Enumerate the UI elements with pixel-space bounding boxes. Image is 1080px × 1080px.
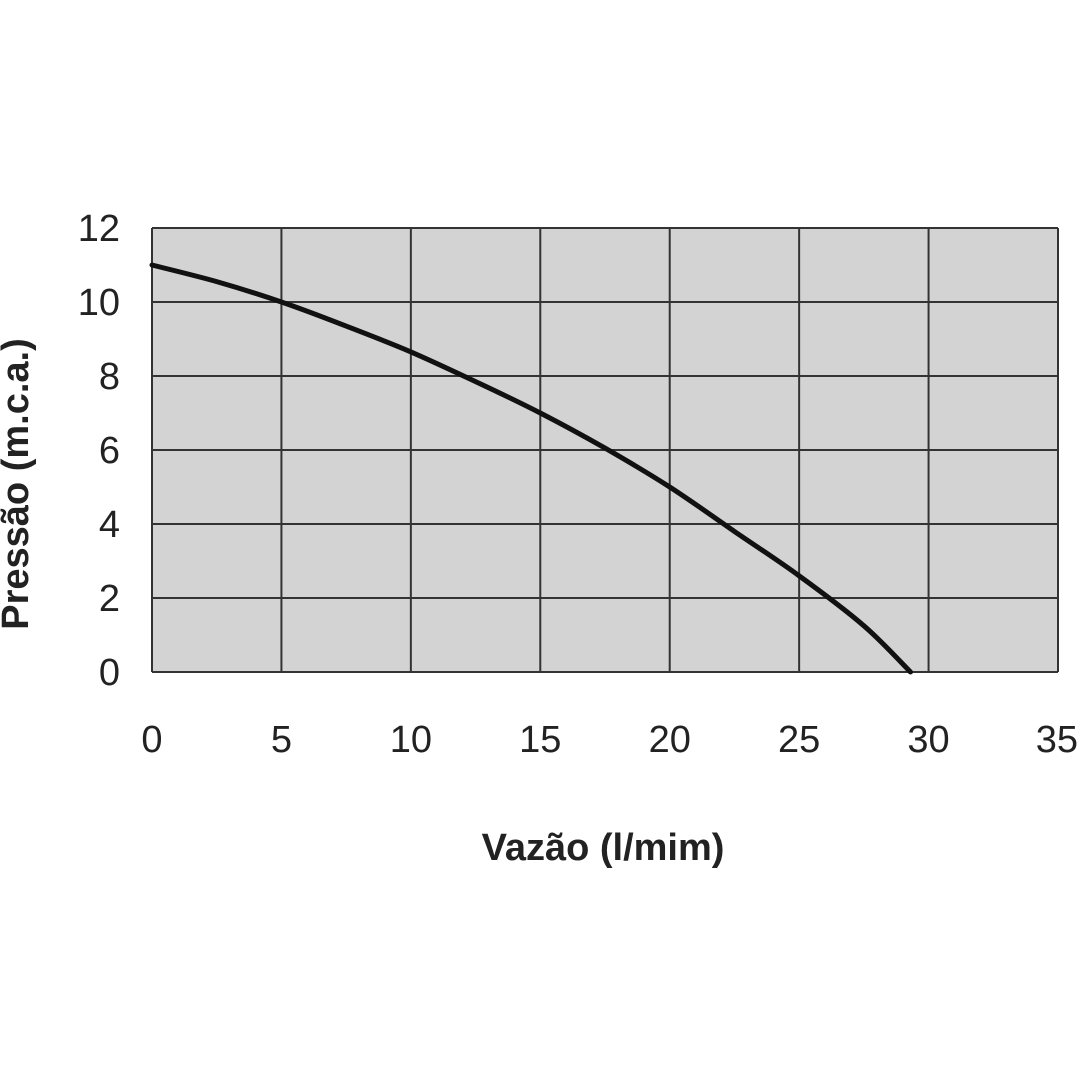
y-axis-title: Pressão (m.c.a.) (0, 338, 37, 629)
y-tick-labels: 0 2 4 6 8 10 12 (78, 208, 120, 694)
x-tick-label: 5 (271, 719, 292, 761)
x-tick-label: 30 (907, 719, 949, 761)
y-tick-label: 4 (99, 504, 120, 546)
series-line (149, 262, 913, 675)
x-tick-label: 10 (390, 719, 432, 761)
y-tick-label: 8 (99, 356, 120, 398)
x-tick-label: 25 (778, 719, 820, 761)
y-tick-label: 12 (78, 208, 120, 250)
y-tick-label: 10 (78, 282, 120, 324)
x-tick-label: 15 (519, 719, 561, 761)
grid-lines (151, 227, 1059, 673)
x-tick-labels: 0 5 10 15 20 25 30 35 (141, 719, 1078, 761)
y-tick-label: 2 (99, 578, 120, 620)
x-tick-label: 35 (1036, 719, 1078, 761)
x-axis-title: Vazão (l/mim) (482, 827, 725, 869)
x-tick-label: 20 (649, 719, 691, 761)
y-tick-label: 6 (99, 430, 120, 472)
x-tick-label: 0 (141, 719, 162, 761)
y-tick-label: 0 (99, 652, 120, 694)
